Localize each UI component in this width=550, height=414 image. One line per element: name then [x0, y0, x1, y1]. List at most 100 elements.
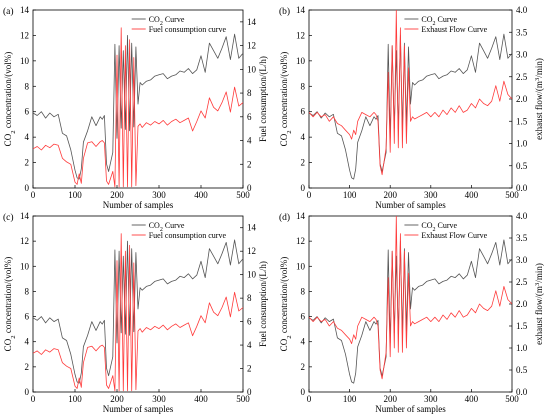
x-tick-label: 400 [194, 190, 208, 200]
chart-panel-c: (c)0 100 200 300 400 500024681012140246810121… [3, 211, 268, 414]
y-right-tick-label: 2.5 [516, 72, 528, 82]
x-tick-label: 200 [383, 190, 397, 200]
x-tick-label: 0 [307, 190, 312, 200]
y-right-tick-label: 8 [247, 293, 252, 303]
y-right-tick-label: 0.5 [516, 365, 528, 375]
x-axis-title: Number of samples [375, 200, 446, 210]
x-tick-label: 300 [424, 190, 438, 200]
y-left-tick-label: 8 [301, 81, 306, 91]
y-left-tick-label: 8 [25, 286, 30, 296]
x-tick-label: 500 [505, 190, 519, 200]
y-right-tick-label: 0.5 [516, 161, 528, 171]
series-line-co2 [309, 33, 512, 180]
series-line-co2 [33, 33, 243, 180]
y-right-tick-label: 1.0 [516, 343, 528, 353]
chart-panel-d: (d) 0 100 200 300 400 500 0 2 4 6 8 10 12 14 0.0 0.5 1.0 1… [279, 211, 544, 414]
y-left-tick-label: 4 [25, 337, 30, 347]
y-left-tick-label: 14 [296, 211, 306, 221]
y-right-tick-label: 10 [247, 270, 257, 280]
y-right-axis-title: exhaust flow/(m3/min) [534, 263, 545, 345]
y-right-tick-label: 2.5 [516, 277, 528, 287]
panel-label: (d) [279, 212, 290, 223]
y-right-tick-label: 2.0 [516, 299, 528, 309]
y-left-tick-label: 0 [301, 183, 306, 193]
x-tick-label: 400 [194, 394, 208, 404]
legend-label: CO2 Curve [421, 221, 457, 233]
y-left-tick-label: 2 [301, 362, 306, 372]
y-left-tick-label: 4 [25, 132, 30, 142]
y-right-axis-title: exhaust flow/(m3/min) [534, 58, 545, 140]
y-left-tick-label: 10 [20, 56, 30, 66]
y-right-tick-label: 6 [247, 317, 252, 327]
y-left-tick-label: 12 [20, 30, 29, 40]
y-right-tick-label: 12 [247, 41, 256, 51]
y-right-tick-label: 3.0 [516, 255, 528, 265]
x-axis-title: Number of samples [103, 200, 174, 210]
x-tick-label: 500 [236, 394, 250, 404]
y-left-tick-label: 12 [296, 236, 305, 246]
y-left-tick-label: 4 [301, 337, 306, 347]
y-left-tick-label: 0 [25, 387, 30, 397]
y-left-axis-title: CO2 concentration/(vol%) [3, 52, 17, 147]
y-right-tick-label: 4 [247, 136, 252, 146]
plot-frame [32, 9, 244, 189]
plot-frame [32, 215, 244, 393]
y-right-tick-label: 2 [247, 364, 252, 374]
series-line-secondary [309, 216, 512, 380]
y-right-tick-label: 0.0 [516, 387, 528, 397]
y-left-tick-label: 2 [25, 158, 30, 168]
x-axis-title: Number of samples [375, 404, 446, 414]
y-right-tick-label: 2.0 [516, 94, 528, 104]
legend-label: Fuel consumption curve [149, 231, 227, 240]
y-right-tick-label: 4.0 [516, 211, 528, 221]
x-tick-label: 200 [383, 394, 397, 404]
y-left-tick-label: 2 [301, 158, 306, 168]
y-left-tick-label: 10 [20, 261, 30, 271]
y-left-tick-label: 0 [25, 183, 30, 193]
x-tick-label: 300 [152, 394, 166, 404]
series-line-secondary [309, 10, 512, 176]
y-right-tick-label: 0 [247, 183, 252, 193]
y-right-axis-title: Fuel consumption/(L/h) [258, 56, 268, 142]
legend-label: CO2 Curve [149, 221, 185, 233]
chart-panel-b: (b) 0 100 200 300 400 500 0 2 4 6 8 10 12 14 0.0 0.5 1.0 1… [279, 5, 544, 210]
y-left-tick-label: 8 [301, 286, 306, 296]
y-left-axis-title: CO2 concentration/(vol%) [3, 257, 17, 352]
series-line-secondary [33, 27, 243, 188]
y-left-tick-label: 10 [296, 261, 306, 271]
y-right-tick-label: 14 [247, 17, 257, 27]
y-left-tick-label: 0 [301, 387, 306, 397]
series-line-secondary [33, 233, 243, 392]
x-tick-label: 400 [465, 190, 479, 200]
y-right-tick-label: 3.5 [516, 233, 528, 243]
y-left-tick-label: 6 [25, 312, 30, 322]
x-tick-label: 0 [31, 394, 36, 404]
chart-panel-a: (a)0 100 200 300 400 500024681012140246810121… [3, 5, 268, 210]
x-tick-label: 0 [307, 394, 312, 404]
y-left-tick-label: 12 [296, 30, 305, 40]
y-left-tick-label: 6 [301, 312, 306, 322]
x-tick-label: 0 [31, 190, 36, 200]
legend-label: Exhaust Flow Curve [421, 231, 487, 240]
y-right-tick-label: 0.0 [516, 183, 528, 193]
y-left-tick-label: 6 [25, 107, 30, 117]
x-tick-label: 100 [68, 190, 82, 200]
y-right-tick-label: 2 [247, 159, 252, 169]
y-left-axis-title: CO2 concentration/(vol%) [279, 257, 293, 352]
series-line-co2 [309, 239, 512, 384]
x-tick-label: 200 [110, 190, 124, 200]
y-right-tick-label: 14 [247, 223, 257, 233]
y-right-tick-label: 0 [247, 387, 252, 397]
y-left-tick-label: 4 [301, 132, 306, 142]
y-left-tick-label: 14 [20, 211, 30, 221]
x-tick-label: 300 [424, 394, 438, 404]
y-left-tick-label: 10 [296, 56, 306, 66]
x-tick-label: 100 [343, 394, 357, 404]
y-left-tick-label: 14 [296, 5, 306, 15]
y-right-tick-label: 3.0 [516, 50, 528, 60]
y-right-tick-label: 1.0 [516, 139, 528, 149]
panel-label: (a) [3, 6, 14, 17]
x-tick-label: 500 [236, 190, 250, 200]
x-tick-label: 400 [465, 394, 479, 404]
